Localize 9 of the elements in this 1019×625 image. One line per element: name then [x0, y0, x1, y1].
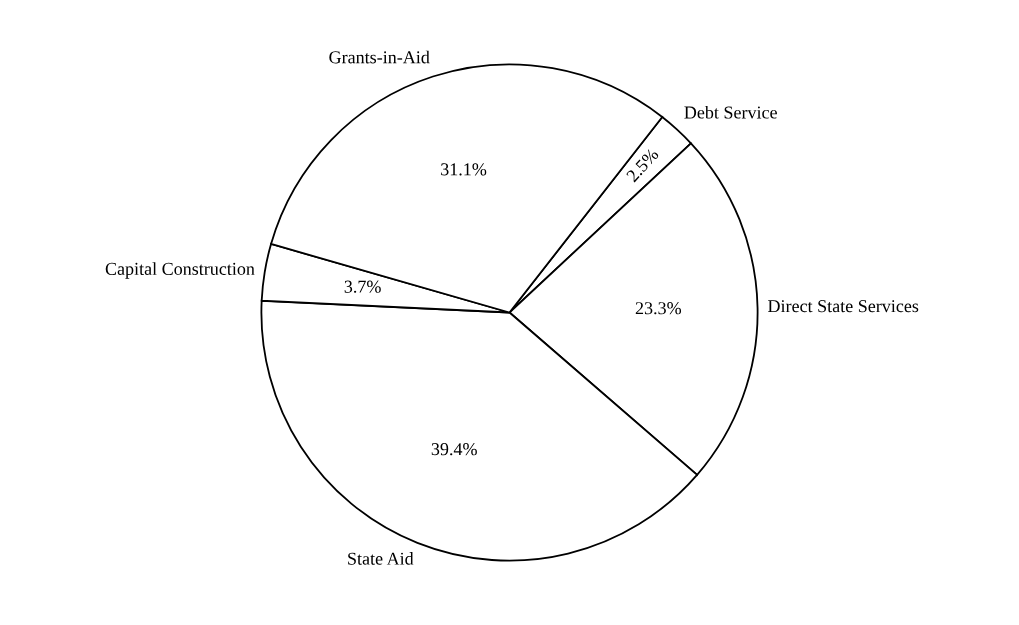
slice-label: Direct State Services [768, 300, 919, 313]
data-label: 23.3% [635, 302, 682, 315]
slice-label: Grants-in-Aid [329, 50, 430, 64]
data-label: 3.7% [344, 280, 381, 293]
slice-label: State Aid [348, 552, 414, 565]
slice-label: Capital Construction [105, 262, 255, 279]
slice-label: Debt Service [684, 105, 777, 119]
data-label: 31.1% [441, 163, 487, 176]
data-label: 39.4% [431, 443, 477, 456]
